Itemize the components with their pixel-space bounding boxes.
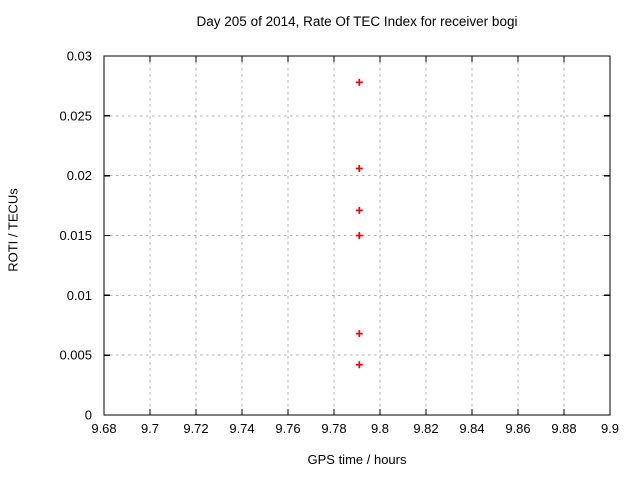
x-tick-label: 9.9: [601, 421, 619, 436]
x-tick-label: 9.84: [459, 421, 484, 436]
y-tick-label: 0.025: [59, 108, 92, 123]
y-tick-label: 0.015: [59, 228, 92, 243]
y-tick-label: 0.03: [67, 49, 92, 64]
x-tick-label: 9.8: [371, 421, 389, 436]
x-tick-label: 9.88: [551, 421, 576, 436]
x-tick-label: 9.86: [505, 421, 530, 436]
y-tick-label: 0.02: [67, 168, 92, 183]
x-tick-label: 9.7: [141, 421, 159, 436]
y-tick-label: 0.005: [59, 348, 92, 363]
x-tick-label: 9.74: [229, 421, 254, 436]
x-tick-label: 9.78: [321, 421, 346, 436]
chart-title: Day 205 of 2014, Rate Of TEC Index for r…: [196, 14, 518, 29]
y-tick-label: 0.01: [67, 288, 92, 303]
y-tick-label: 0: [85, 408, 92, 423]
x-tick-label: 9.68: [91, 421, 116, 436]
x-tick-label: 9.76: [275, 421, 300, 436]
x-tick-label: 9.82: [413, 421, 438, 436]
x-tick-label: 9.72: [183, 421, 208, 436]
x-axis-label: GPS time / hours: [307, 452, 407, 467]
